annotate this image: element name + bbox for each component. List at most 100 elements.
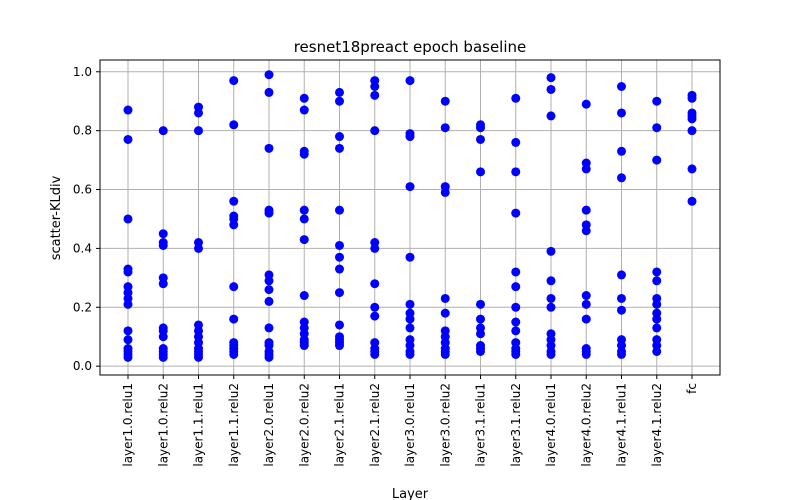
- x-tick-label: layer1.0.relu1: [121, 383, 135, 467]
- data-point: [440, 349, 450, 359]
- data-point: [511, 208, 521, 218]
- x-axis-ticks: layer1.0.relu1 layer1.0.relu2 layer1.1.rel…: [121, 375, 699, 467]
- data-point: [546, 349, 556, 359]
- data-point: [335, 132, 344, 142]
- data-point: [123, 134, 133, 144]
- data-point: [617, 270, 626, 280]
- data-point: [335, 252, 344, 262]
- y-tick-label: 0.6: [73, 183, 92, 197]
- data-point: [581, 205, 591, 215]
- data-point: [687, 114, 697, 124]
- y-tick-label: 0.2: [73, 300, 92, 314]
- x-tick-label: layer1.1.relu1: [192, 383, 206, 467]
- data-point: [687, 164, 697, 174]
- data-point: [652, 299, 662, 309]
- data-point: [299, 205, 309, 215]
- data-point: [511, 317, 521, 327]
- data-point: [440, 187, 450, 197]
- data-point: [405, 349, 415, 359]
- data-point: [335, 341, 344, 351]
- data-point: [299, 214, 309, 224]
- points-layer: [123, 70, 697, 362]
- x-tick-label: layer4.0.relu2: [579, 383, 593, 467]
- data-point: [617, 173, 626, 183]
- x-tick-label: layer2.0.relu2: [297, 383, 311, 467]
- data-point: [581, 164, 591, 174]
- data-point: [405, 314, 415, 324]
- x-tick-label: layer1.0.relu2: [156, 383, 170, 467]
- data-point: [123, 105, 133, 115]
- data-point: [546, 276, 556, 286]
- data-point: [687, 196, 697, 206]
- data-point: [617, 146, 626, 156]
- data-point: [581, 99, 591, 109]
- data-point: [440, 308, 450, 318]
- data-point: [511, 282, 521, 292]
- data-point: [581, 314, 591, 324]
- data-point: [335, 205, 344, 215]
- data-point: [687, 93, 697, 103]
- data-point: [158, 332, 168, 342]
- data-point: [264, 276, 274, 286]
- data-point: [194, 243, 203, 253]
- data-point: [370, 81, 380, 91]
- data-point: [264, 143, 274, 153]
- x-tick-label: layer3.0.relu2: [438, 383, 452, 467]
- data-point: [405, 76, 415, 86]
- data-point: [335, 240, 344, 250]
- data-point: [581, 349, 591, 359]
- x-tick-label: layer2.0.relu1: [262, 383, 276, 467]
- data-point: [229, 196, 239, 206]
- data-point: [123, 335, 133, 345]
- data-point: [264, 285, 274, 295]
- data-point: [194, 352, 203, 362]
- x-tick-label: layer2.1.relu1: [333, 383, 347, 467]
- data-point: [158, 229, 168, 239]
- x-tick-label: fc: [685, 383, 699, 394]
- data-point: [299, 149, 309, 159]
- data-point: [440, 96, 450, 106]
- data-point: [229, 282, 239, 292]
- data-point: [158, 279, 168, 289]
- data-point: [652, 267, 662, 277]
- data-point: [123, 299, 133, 309]
- data-point: [617, 108, 626, 118]
- data-point: [546, 84, 556, 94]
- x-tick-label: layer2.1.relu2: [368, 383, 382, 467]
- data-point: [617, 293, 626, 303]
- data-point: [264, 70, 274, 80]
- data-point: [370, 279, 380, 289]
- x-tick-label: layer3.1.relu2: [509, 383, 523, 467]
- x-tick-label: layer4.1.relu2: [650, 383, 664, 467]
- x-tick-label: layer4.0.relu1: [544, 383, 558, 467]
- data-point: [476, 346, 485, 356]
- data-point: [652, 346, 662, 356]
- data-point: [194, 126, 203, 136]
- data-point: [652, 96, 662, 106]
- data-point: [299, 93, 309, 103]
- data-point: [546, 302, 556, 312]
- data-point: [476, 123, 485, 133]
- data-point: [335, 264, 344, 274]
- data-point: [511, 326, 521, 336]
- data-point: [581, 299, 591, 309]
- data-point: [123, 326, 133, 336]
- data-point: [264, 208, 274, 218]
- data-point: [229, 314, 239, 324]
- data-point: [158, 240, 168, 250]
- data-point: [158, 126, 168, 136]
- data-point: [370, 90, 380, 100]
- x-axis-label: Layer: [392, 487, 429, 500]
- data-point: [440, 293, 450, 303]
- data-point: [476, 314, 485, 324]
- data-point: [652, 276, 662, 286]
- data-point: [335, 143, 344, 153]
- data-point: [229, 120, 239, 130]
- y-tick-label: 1.0: [73, 65, 92, 79]
- data-point: [511, 267, 521, 277]
- data-point: [158, 352, 168, 362]
- data-point: [652, 123, 662, 133]
- data-point: [652, 155, 662, 165]
- x-tick-label: layer1.1.relu2: [227, 383, 241, 467]
- data-point: [335, 288, 344, 298]
